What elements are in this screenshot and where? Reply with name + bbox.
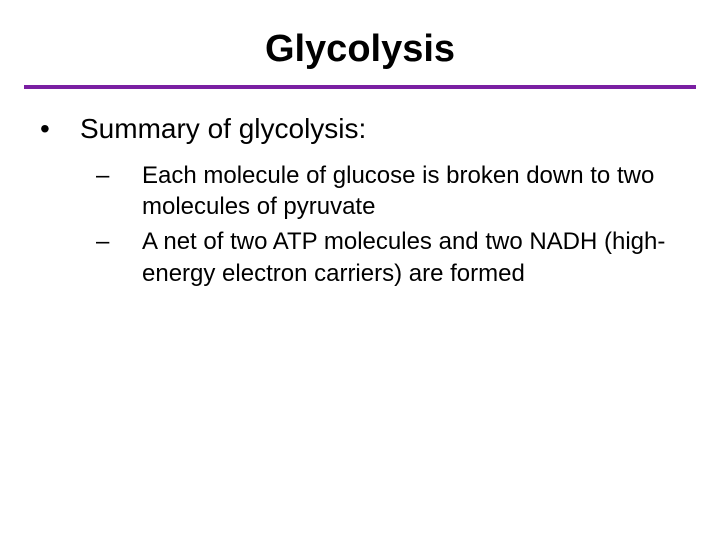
bullet-level1: • Summary of glycolysis: — [40, 111, 680, 146]
slide-title: Glycolysis — [265, 28, 455, 71]
bullet-text: A net of two ATP molecules and two NADH … — [142, 226, 680, 288]
dash-marker: – — [96, 160, 142, 191]
bullet-level2: – A net of two ATP molecules and two NAD… — [96, 226, 680, 288]
dash-marker: – — [96, 226, 142, 257]
title-container: Glycolysis — [0, 0, 720, 71]
bullet-level2: – Each molecule of glucose is broken dow… — [96, 160, 680, 222]
bullet-text: Each molecule of glucose is broken down … — [142, 160, 680, 222]
bullet-marker: • — [40, 111, 80, 146]
slide: Glycolysis • Summary of glycolysis: – Ea… — [0, 0, 720, 540]
slide-body: • Summary of glycolysis: – Each molecule… — [0, 89, 720, 289]
bullet-text: Summary of glycolysis: — [80, 111, 366, 146]
